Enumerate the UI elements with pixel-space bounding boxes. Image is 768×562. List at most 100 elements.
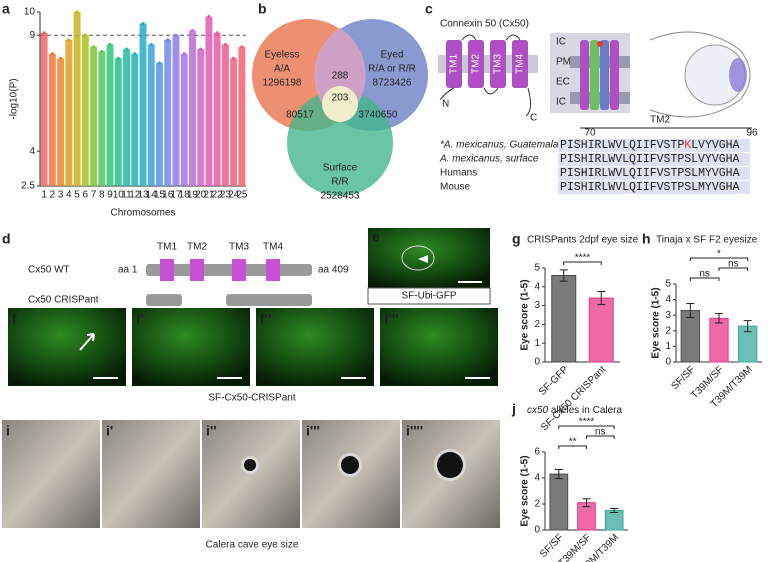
sequence-segment: P — [677, 167, 684, 180]
x-tick-label: 7 — [91, 190, 97, 201]
y-tick-label: 0 — [665, 357, 671, 368]
peak-point — [190, 28, 195, 33]
panel-letter: i — [6, 423, 10, 439]
sequence-segment: PISHIRLWVLQIIFVSTP — [560, 139, 684, 152]
sequence-segment: SLMYVGHA — [684, 167, 739, 180]
panel-letter: i' — [106, 423, 113, 439]
eye-outline — [649, 31, 751, 118]
peak-point — [141, 22, 145, 26]
bar — [680, 310, 701, 363]
protein-bar — [146, 294, 182, 306]
tm-label: TM4 — [263, 242, 283, 253]
peak-point — [240, 45, 244, 49]
significance-bracket — [558, 445, 587, 449]
y-tick-label: 3 — [534, 300, 540, 311]
panel-letter: f'' — [260, 311, 271, 327]
x-tick-label: 3 — [58, 190, 64, 201]
channel-subunit — [580, 40, 589, 110]
error-bar — [686, 303, 695, 319]
fish-image — [202, 420, 300, 528]
peak-point — [133, 52, 137, 56]
tm-label: TM4 — [515, 54, 526, 74]
peak-point — [157, 61, 162, 65]
x-tick-label: 20 — [195, 190, 207, 201]
peak-point — [100, 49, 104, 54]
protein-title: Connexin 50 (Cx50) — [440, 19, 529, 30]
error-bar — [715, 313, 723, 324]
venn-center — [322, 86, 358, 122]
x-tick-label: SF-GFP — [537, 364, 571, 398]
sequence-segment: LVYVGHA — [691, 139, 739, 152]
venn-genotype: R/A or R/R — [368, 64, 416, 75]
y-tick-label: 3 — [665, 310, 671, 321]
panel-letter: a — [2, 1, 10, 17]
y-tick-label: 1 — [534, 338, 540, 349]
tm-box — [232, 259, 246, 281]
bar — [551, 275, 577, 363]
y-tick-label: 5 — [665, 279, 671, 290]
significance-label: ** — [569, 437, 577, 448]
panel-letter: i''' — [306, 423, 320, 439]
sequence-segment: HI — [581, 167, 595, 180]
tm-domain — [468, 40, 484, 88]
venn-count: 1296198 — [263, 78, 302, 89]
y-axis-label: Eye score (1-5) — [651, 287, 662, 358]
sequence-bg — [558, 139, 750, 152]
chromosome-peak — [213, 32, 221, 186]
chromosome-peak — [147, 44, 155, 187]
panel-letter: b — [258, 1, 267, 17]
sequence-segment: PISHIRLWVLQIIFVSTPSLVYVGHA — [560, 153, 740, 166]
x-tick-label: 18 — [179, 190, 191, 201]
chromosome-peak — [139, 23, 147, 186]
y-tick-label: 10 — [24, 7, 36, 18]
layer-label: PM — [556, 57, 571, 68]
panel-letter: d — [2, 231, 11, 247]
channel-subunit — [590, 40, 599, 110]
sequence-bg — [558, 167, 750, 180]
significance-label: * — [717, 249, 721, 260]
y-tick-label: 2 — [534, 319, 540, 330]
chromosome-peak — [48, 53, 56, 187]
aa-label: aa 409 — [318, 265, 349, 276]
panel-letter: e — [372, 229, 380, 245]
chromosome-peak — [156, 63, 163, 186]
sequence: PISHIRLWVLQIIFVSTPKLVYVGHA — [560, 139, 740, 152]
venn-name: Eyeless — [264, 50, 299, 61]
sequence: PISHIRLWVLQIIFVSTPSLVYVGHA — [560, 153, 740, 166]
peak-point — [207, 15, 211, 19]
peak-point — [223, 42, 227, 47]
error-bar — [582, 498, 591, 508]
protein-bar — [226, 294, 312, 306]
fish-image — [102, 420, 200, 528]
layer-label: IC — [556, 37, 566, 48]
tm-domain — [512, 40, 528, 88]
venn-genotype: A/A — [274, 64, 290, 75]
significance-bracket — [689, 257, 749, 261]
bar — [709, 317, 729, 363]
x-tick-label: 9 — [107, 190, 113, 201]
x-tick-label: 23 — [220, 190, 232, 201]
chromosome-peak — [131, 53, 139, 187]
significance-bracket — [689, 277, 720, 281]
title-gene: cx50 — [527, 405, 549, 416]
error-bar — [559, 269, 568, 282]
sequence-segment: K — [684, 139, 691, 152]
chromosome-peak — [73, 12, 81, 186]
x-tick-label: 15 — [154, 190, 166, 201]
venn-set — [287, 90, 393, 196]
panel-letter: j — [511, 401, 516, 417]
chromosome-peak — [238, 46, 246, 186]
chromosome-peak — [90, 46, 98, 186]
significance-label: **** — [575, 253, 591, 264]
chromosome-peak — [123, 49, 130, 187]
error-bar — [610, 508, 619, 513]
x-tick-label: 24 — [228, 190, 240, 201]
protein-loops — [439, 34, 532, 117]
peak-point — [215, 31, 219, 35]
channel-subunit — [600, 40, 609, 110]
x-tick-label: 16 — [162, 190, 174, 201]
lens — [729, 58, 747, 92]
chromosome-peak — [188, 30, 196, 187]
y-tick-label: 4 — [534, 281, 540, 292]
